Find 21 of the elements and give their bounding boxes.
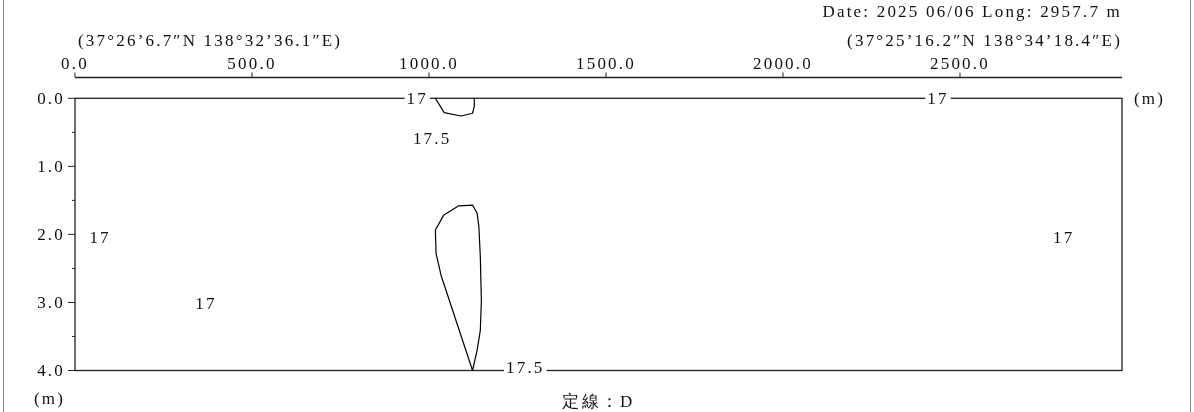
title: 定線：D [562,391,635,411]
x-tick-label: 0.0 [61,54,89,73]
ylabel: (m) [34,388,66,408]
xlabel: (m) [1134,88,1166,108]
text: (37°25’16.2″N 138°34’18.4″E) [847,30,1122,50]
contour-label: 17 [1051,227,1077,247]
y-tick-label: 4.0 [37,361,65,380]
contour-label: 17 [87,227,113,247]
subtitle: Date: 2025 06/06 Long: 2957.7 m [822,1,1122,21]
y-tick-label: 0.0 [37,88,65,108]
x-tick-label: 1500.0 [576,54,636,73]
y-tick-label: 1.0 [37,156,65,176]
text: (37°26’6.7″N 138°32’36.1″E) [78,30,343,50]
x-tick-label: 2000.0 [753,54,813,73]
y-tick-label: 3.0 [37,292,65,312]
y-tick-label: 2.0 [37,224,65,244]
contour-label: 17.5 [410,128,454,148]
x-tick-label: 1000.0 [399,54,459,73]
x-tick-label: 2500.0 [930,54,990,73]
contour-label: 17 [193,293,219,313]
x-tick-label: 500.0 [227,54,277,73]
